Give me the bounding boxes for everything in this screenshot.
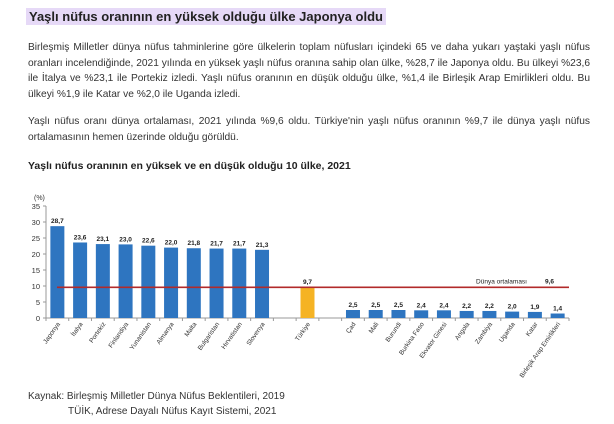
x-tick-label: Hırvatistan xyxy=(220,321,244,351)
x-tick-label: Portekiz xyxy=(88,321,107,344)
bar-Malta xyxy=(186,248,201,318)
bar-Burkina Faso xyxy=(414,310,429,318)
bar-Japonya xyxy=(50,226,65,318)
bar-Burundi xyxy=(391,310,406,318)
data-label: 2,0 xyxy=(508,304,517,311)
bar-Türkiye xyxy=(300,286,315,318)
paragraph-2: Yaşlı nüfus oranı dünya ortalaması, 2021… xyxy=(28,116,590,143)
bar-Mali xyxy=(368,310,383,318)
x-tick-label: Finlandiya xyxy=(107,321,130,350)
y-tick-label: 25 xyxy=(32,234,40,243)
source-line-2: TÜİK, Adrese Dayalı Nüfus Kayıt Sistemi,… xyxy=(68,406,277,417)
data-label: 23,6 xyxy=(74,234,87,241)
page-title: Yaşlı nüfus oranının en yüksek olduğu ül… xyxy=(26,8,386,25)
data-label: 23,1 xyxy=(97,236,110,243)
data-label: 21,3 xyxy=(256,242,269,249)
x-tick-label: Katar xyxy=(525,320,540,337)
data-label: 2,2 xyxy=(485,303,494,310)
average-label: Dünya ortalaması xyxy=(476,278,527,285)
bar-Angola xyxy=(459,310,474,318)
x-tick-label: Malta xyxy=(184,321,199,338)
data-label: 22,6 xyxy=(142,238,155,245)
bar-Çad xyxy=(345,310,360,318)
x-tick-label: İtalya xyxy=(68,320,85,338)
y-tick-label: 15 xyxy=(32,266,40,275)
bar-Birleşik Arap Emirlikleri xyxy=(550,313,565,318)
bar-Bulgaristan xyxy=(209,248,224,318)
y-tick-label: 10 xyxy=(32,282,40,291)
data-label: 21,7 xyxy=(210,241,223,248)
data-label: 1,9 xyxy=(530,304,539,311)
bar-Portekiz xyxy=(95,244,110,318)
bar-Hırvatistan xyxy=(232,248,247,318)
bar-Yunanistan xyxy=(141,245,156,318)
data-label: 2,4 xyxy=(439,302,448,309)
bar-Ekvator Ginesi xyxy=(436,310,451,318)
x-tick-label: Bulgaristan xyxy=(197,321,222,352)
x-tick-label: Zambiya xyxy=(474,321,494,346)
y-tick-label: 20 xyxy=(32,250,40,259)
data-label: 2,5 xyxy=(348,302,357,309)
y-tick-label: 30 xyxy=(32,218,40,227)
x-tick-label: Slovenya xyxy=(246,321,267,347)
x-tick-label: Birleşik Arap Emirlikleri xyxy=(519,321,563,379)
x-tick-label: Çad xyxy=(345,321,358,335)
y-tick-label: 35 xyxy=(32,202,40,211)
y-tick-label: 0 xyxy=(36,314,40,323)
bar-Finlandiya xyxy=(118,244,133,318)
data-label: 28,7 xyxy=(51,218,64,225)
source: Kaynak: Birleşmiş Milletler Dünya Nüfus … xyxy=(28,391,285,402)
chart-title: Yaşlı nüfus oranının en yüksek ve en düş… xyxy=(28,160,351,172)
data-label: 2,4 xyxy=(417,302,426,309)
data-label: 1,4 xyxy=(553,306,562,313)
data-label: 23,0 xyxy=(119,236,132,243)
data-label: 22,0 xyxy=(165,240,178,247)
paragraph-1: Birleşmiş Milletler dünya nüfus tahminle… xyxy=(28,42,590,100)
bar-Almanya xyxy=(164,247,179,318)
x-tick-label: Burundi xyxy=(385,321,404,343)
average-value: 9,6 xyxy=(545,278,554,285)
x-tick-label: Almanya xyxy=(155,321,175,346)
data-label: 21,8 xyxy=(187,240,200,247)
bar-Slovenya xyxy=(255,249,270,318)
data-label: 2,5 xyxy=(371,302,380,309)
data-label: 21,7 xyxy=(233,241,246,248)
y-tick-label: 5 xyxy=(36,298,40,307)
x-tick-label: Türkiye xyxy=(294,321,312,343)
bar-Uganda xyxy=(505,311,520,318)
bar-İtalya xyxy=(73,242,88,318)
bar-Katar xyxy=(527,311,542,318)
x-tick-label: Mali xyxy=(368,321,381,335)
data-label: 2,2 xyxy=(462,303,471,310)
x-tick-label: Angola xyxy=(454,321,472,342)
x-tick-label: Uganda xyxy=(498,321,517,344)
x-tick-label: Yunanistan xyxy=(129,321,153,352)
bar-Zambiya xyxy=(482,310,497,318)
y-axis-label: (%) xyxy=(34,195,45,202)
data-label: 2,5 xyxy=(394,302,403,309)
data-label: 9,7 xyxy=(303,279,312,286)
x-tick-label: Japonya xyxy=(42,321,62,345)
